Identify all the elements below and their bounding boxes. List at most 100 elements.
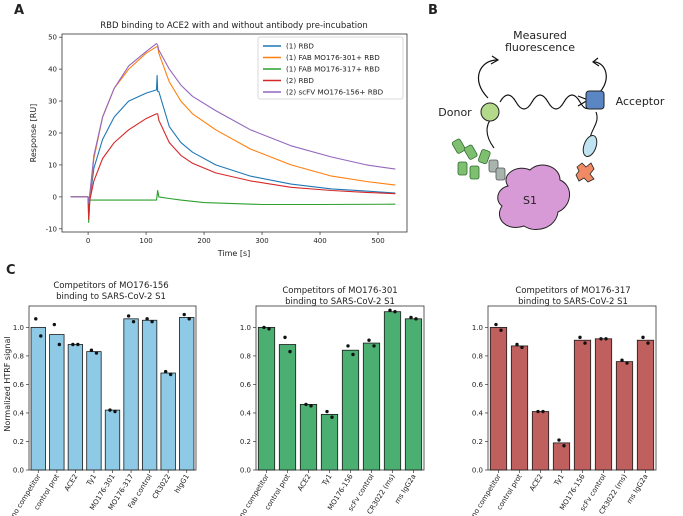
y-tick-label: -10 xyxy=(46,225,57,233)
y-tick-label: 30 xyxy=(48,98,57,106)
bar-cr3022 xyxy=(160,372,176,471)
chart-a-y-label: Response [RU] xyxy=(29,104,38,163)
legend-entry: (1) RBD xyxy=(286,42,314,51)
replicate-point xyxy=(372,344,376,348)
chart-a-y-ticks: -10 0 10 20 30 40 50 xyxy=(46,34,62,233)
bar-control-prot xyxy=(278,344,297,471)
replicate-point xyxy=(646,341,650,345)
replicate-point xyxy=(34,317,38,321)
donor-linker xyxy=(486,119,495,149)
y-tick-label: 0.4 xyxy=(472,409,484,417)
emission-arrow-right-head xyxy=(591,57,600,67)
bar-ty1 xyxy=(552,442,571,471)
diagram-title-line2: fluorescence xyxy=(505,41,575,54)
bar-chart-2-subtitle: binding to SARS-CoV-2 S1 xyxy=(285,297,395,307)
y-tick-label: 1.0 xyxy=(472,324,483,332)
y-tick-label: 0.6 xyxy=(472,381,484,389)
legend-box xyxy=(257,36,404,100)
bar-chart-ylabel: Normalized HTRF signal xyxy=(3,336,12,431)
y-tick-label: 50 xyxy=(48,34,57,42)
chart-a-x-ticks: 0 100 200 300 400 500 xyxy=(86,232,385,245)
series-line-1 xyxy=(70,74,396,208)
ace2-receptor xyxy=(582,134,598,158)
y-tick-label: 0.8 xyxy=(472,352,483,360)
y-tick-label: 10 xyxy=(48,161,57,169)
bar-ty1 xyxy=(86,351,102,471)
replicate-point xyxy=(163,369,168,374)
replicate-point xyxy=(499,328,503,332)
bar-ms-igg2a xyxy=(636,339,655,471)
replicate-point xyxy=(57,342,62,347)
x-tick-label: Ty1 xyxy=(552,473,566,488)
bar-scfv-control xyxy=(594,338,613,471)
replicate-point xyxy=(325,409,329,414)
bar-mo176-156 xyxy=(341,349,360,471)
emission-arrow-right xyxy=(593,61,607,93)
series-line-4 xyxy=(70,113,396,220)
replicate-point xyxy=(182,312,186,317)
x-tick-label: 500 xyxy=(371,237,384,245)
y-tick-label: 0.4 xyxy=(13,409,25,417)
acceptor-label: Acceptor xyxy=(616,95,665,108)
emission-arrow-left xyxy=(477,59,498,99)
line-chart-panel-a: RBD binding to ACE2 with and without ant… xyxy=(29,21,408,258)
panel-letter-a: A xyxy=(14,3,24,18)
y-tick-label: 0.2 xyxy=(472,438,483,446)
replicate-point xyxy=(150,319,154,324)
y-tick-label: 1.0 xyxy=(240,324,251,332)
legend-entry: (1) FAB MO176-301+ RBD xyxy=(286,53,380,62)
x-tick-label: 100 xyxy=(139,237,152,245)
x-tick-label: ACE2 xyxy=(63,473,80,493)
replicate-point xyxy=(76,342,80,347)
antibody-domain xyxy=(478,149,491,165)
antibody-domain xyxy=(451,138,466,154)
replicate-point xyxy=(94,351,99,355)
replicate-point xyxy=(267,327,271,331)
replicate-point xyxy=(351,352,355,357)
replicate-point xyxy=(283,335,287,340)
replicate-point xyxy=(187,317,191,321)
x-tick-label: ACE2 xyxy=(528,473,545,493)
legend-entry: (2) RBD xyxy=(286,76,314,85)
x-tick-label: CR3022 xyxy=(151,473,172,501)
bar-ace2 xyxy=(67,344,84,471)
antibody-domain xyxy=(469,165,480,180)
y-tick-label: 0.2 xyxy=(13,438,24,446)
y-tick-label: 0.0 xyxy=(240,467,251,475)
replicate-point xyxy=(414,317,418,321)
x-tick-label: 300 xyxy=(255,237,268,245)
bar-plot-frame xyxy=(255,305,425,471)
x-tick-label: hIgG1 xyxy=(173,473,191,495)
emission-arrow-left-head xyxy=(490,55,500,65)
bar-chart-3-subtitle: binding to SARS-CoV-2 S1 xyxy=(518,297,628,307)
replicate-point xyxy=(494,322,498,327)
y-tick-label: 0.0 xyxy=(472,467,483,475)
x-tick-label: 400 xyxy=(313,237,326,245)
bar-mo176-317 xyxy=(123,318,139,471)
bar-no-competitor xyxy=(30,326,46,471)
replicate-point xyxy=(367,338,371,342)
bar-chart-3-title: Competitors of MO176-317 xyxy=(515,286,630,296)
acceptor-fluorophore xyxy=(585,90,605,110)
acceptor-linker xyxy=(589,111,598,139)
y-tick-label: 40 xyxy=(48,66,57,74)
fret-diagram-panel-b: Measured fluorescence Donor Acceptor S1 xyxy=(438,29,665,230)
replicate-point xyxy=(39,334,43,338)
bar-no-competitor xyxy=(489,326,508,471)
replicate-point xyxy=(620,358,624,362)
antibody-domain xyxy=(463,144,478,160)
replicate-point xyxy=(583,341,587,345)
bar-cr3022-ms- xyxy=(383,311,402,471)
bar-plot-frame xyxy=(487,305,657,471)
legend-entry: (2) scFV MO176-156+ RBD xyxy=(286,88,384,97)
replicate-point xyxy=(262,325,266,330)
x-tick-label: ms IgG2a xyxy=(625,473,649,506)
replicate-point xyxy=(599,337,603,341)
replicate-point xyxy=(409,315,413,320)
replicate-point xyxy=(131,319,136,324)
chart-a-series-lines xyxy=(70,43,396,223)
replicate-point xyxy=(541,409,545,414)
replicate-point xyxy=(288,349,292,354)
bar-cr3022-ms- xyxy=(615,361,634,471)
